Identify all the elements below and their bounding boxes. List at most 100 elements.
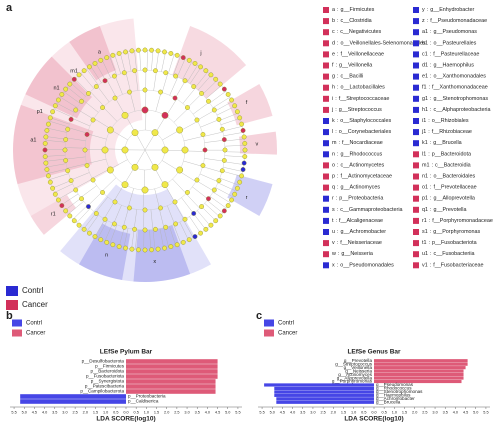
- clade-tag: n1: [53, 86, 59, 92]
- legend-entry: b: c__Clostridia: [332, 19, 372, 25]
- legend-entry: k1: g__Brucella: [422, 141, 462, 147]
- clade-key: k1: [422, 141, 428, 147]
- branch: [127, 51, 132, 72]
- branch: [203, 131, 223, 137]
- node: [163, 70, 169, 76]
- node: [163, 224, 169, 230]
- branch: [97, 85, 110, 103]
- clade-name: f__Streptococcaceae: [339, 96, 390, 102]
- node: [242, 147, 248, 153]
- branch: [215, 187, 234, 198]
- clade-key: f: [332, 63, 334, 69]
- node: [161, 111, 169, 119]
- node: [65, 168, 71, 174]
- clade-key: k: [332, 118, 335, 124]
- bar: [126, 374, 218, 379]
- legend-entry: x: o__Pseudomonadales: [332, 263, 394, 269]
- branch: [189, 67, 202, 84]
- clade-highlight: [239, 131, 277, 155]
- node: [155, 246, 161, 252]
- branch: [113, 184, 125, 202]
- node: [65, 126, 71, 132]
- node: [84, 163, 90, 168]
- bar-label: g__Streptococcus: [335, 361, 372, 366]
- x-tick-label: 3.5: [300, 411, 305, 415]
- x-tick-label: 5.0: [22, 411, 27, 415]
- separator: :: [335, 130, 337, 136]
- legend-swatch: [264, 319, 274, 327]
- bar-label: g__Neisseria: [345, 368, 372, 373]
- branch: [118, 227, 125, 247]
- legend-swatch: [413, 118, 419, 124]
- branch: [167, 205, 175, 225]
- separator: :: [337, 229, 339, 235]
- branch: [192, 186, 209, 200]
- separator: :: [337, 7, 339, 13]
- bar-label: g__Actinomyces: [338, 372, 372, 377]
- bar: [20, 399, 126, 404]
- node: [172, 199, 178, 205]
- clade-name: f__Actinomycetaceae: [341, 174, 393, 180]
- x-tick-label: 1.5: [341, 411, 346, 415]
- branch: [125, 72, 131, 92]
- branch: [161, 160, 180, 172]
- node: [234, 109, 240, 115]
- clade-key: p: [332, 174, 335, 180]
- node: [199, 204, 204, 209]
- bar-label: g__Alloprevotella: [337, 375, 373, 380]
- node: [63, 86, 69, 92]
- node: [123, 49, 128, 55]
- legend-entry: f: g__Veillonella: [332, 63, 372, 69]
- bar: [126, 379, 216, 384]
- x-tick-label: 1.0: [351, 411, 356, 415]
- branch: [193, 213, 206, 230]
- node: [111, 221, 117, 227]
- node: [225, 203, 231, 208]
- x-tick-label: 0.5: [382, 411, 387, 415]
- separator: :: [337, 30, 339, 36]
- node: [206, 196, 211, 202]
- node: [76, 222, 82, 228]
- node: [47, 179, 53, 185]
- legend-swatch: [323, 106, 329, 113]
- legend-entry: j1: f__Rhizobiaceae: [421, 130, 472, 136]
- branch: [114, 75, 123, 95]
- x-tick-label: 1.0: [144, 411, 149, 415]
- branch: [87, 191, 103, 207]
- legend-entry: f1: f__Xanthomonadaceae: [422, 85, 488, 91]
- clade-highlight: [30, 195, 77, 235]
- clade-tag: a: [98, 50, 102, 56]
- node: [73, 187, 79, 193]
- legend-swatch: [12, 319, 22, 327]
- chart-title: LEfSe Pylum Bar: [100, 349, 153, 356]
- legend-entry: v: f__Neisseriaceae: [332, 241, 382, 247]
- x-tick-label: 1.5: [154, 411, 159, 415]
- node: [222, 147, 228, 153]
- branch: [95, 62, 106, 81]
- node: [100, 190, 105, 195]
- legend-entry: v1: f__Fusobacteriaceae: [422, 263, 484, 269]
- legend-entry: q: g__Actinomyces: [332, 185, 380, 191]
- legend-swatch: [323, 162, 329, 169]
- branch: [47, 168, 68, 174]
- clade-key: l: [332, 130, 333, 136]
- branch: [45, 158, 66, 162]
- separator: :: [430, 263, 432, 269]
- bar-label: g__Brucella: [376, 399, 401, 404]
- node: [71, 76, 77, 82]
- node: [104, 239, 110, 245]
- node: [151, 163, 159, 171]
- clade-name: c__Alphaproteobacteria: [434, 107, 491, 113]
- branch: [109, 159, 128, 170]
- branch: [65, 156, 86, 160]
- branch: [86, 214, 99, 232]
- legend-swatch: [323, 95, 329, 102]
- legend-entry: h: o__Lactobacillales: [332, 85, 385, 91]
- legend-swatch: [323, 84, 329, 91]
- node: [55, 197, 61, 203]
- node: [211, 107, 217, 113]
- node: [151, 129, 159, 137]
- clade-key: h1: [422, 107, 428, 113]
- node: [79, 98, 84, 104]
- legend-entry: u: g__Achromobacter: [332, 229, 386, 235]
